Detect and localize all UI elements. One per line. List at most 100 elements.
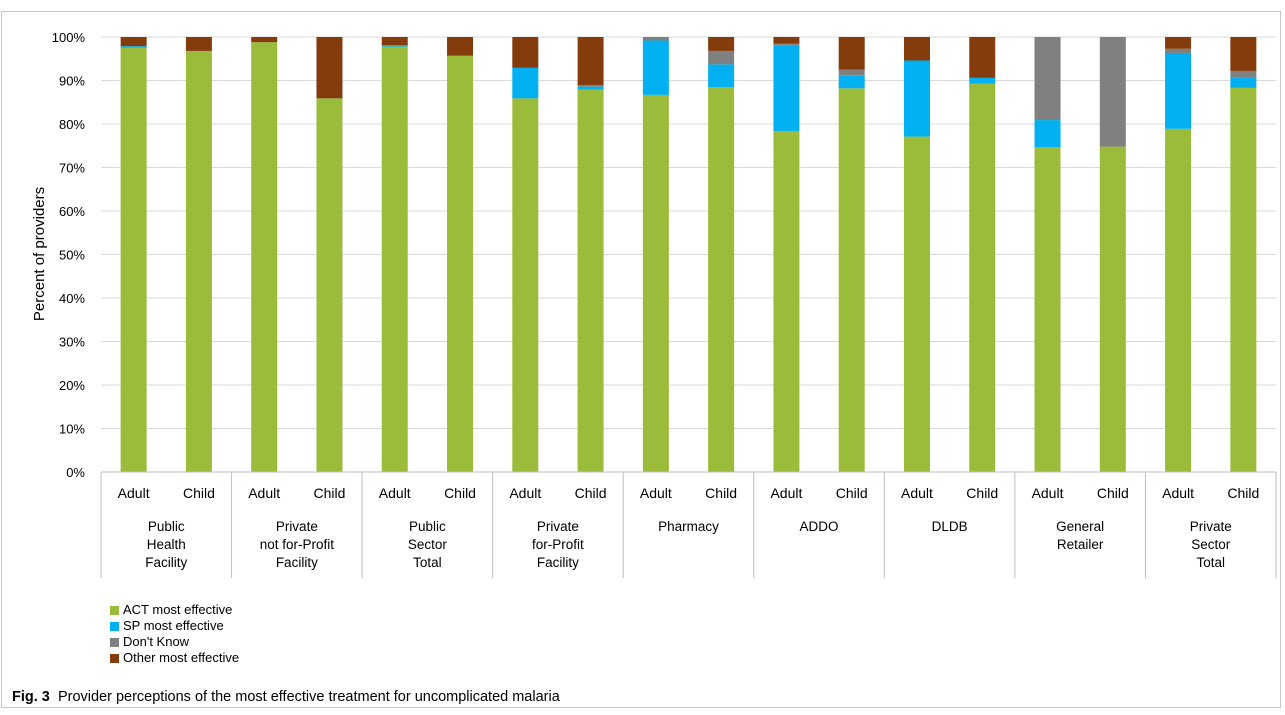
bar-segment-sp-most-effective: [1034, 120, 1061, 148]
bar-segment-don-t-know: [1099, 37, 1126, 147]
bar-segment-sp-most-effective: [512, 67, 539, 99]
y-tick-label: 20%: [59, 378, 85, 393]
group-label: Facility: [537, 555, 579, 570]
bar-segment-sp-most-effective: [1230, 77, 1257, 88]
x-tick-label: Child: [1097, 485, 1129, 501]
bar-segment-other-most-effective: [251, 37, 278, 43]
group-label: Public: [409, 519, 446, 534]
figure-caption: Fig. 3 Provider perceptions of the most …: [12, 689, 560, 705]
y-tick-label: 90%: [59, 74, 85, 89]
group-label: Total: [413, 555, 442, 570]
bar-segment-other-most-effective: [773, 37, 800, 44]
group-label: not for-Profit: [260, 537, 335, 552]
x-tick-label: Child: [444, 485, 476, 501]
bar-segment-act-most-effective: [577, 89, 604, 472]
legend: ACT most effective SP most effective Don't…: [110, 602, 239, 666]
bar-segment-sp-most-effective: [838, 75, 865, 89]
group-label: Private: [1190, 519, 1232, 534]
bar-segment-other-most-effective: [185, 37, 212, 51]
group-label: Pharmacy: [658, 519, 719, 534]
bar-segment-other-most-effective: [838, 37, 865, 70]
legend-item: SP most effective: [110, 618, 239, 634]
bar-segment-other-most-effective: [512, 37, 539, 68]
bar-segment-act-most-effective: [1034, 147, 1061, 472]
group-label: Public: [148, 519, 185, 534]
group-label: Facility: [145, 555, 187, 570]
group-label: Sector: [1191, 537, 1231, 552]
x-tick-label: Adult: [248, 485, 280, 501]
y-tick-label: 10%: [59, 422, 85, 437]
bar-segment-act-most-effective: [969, 83, 996, 473]
bar-segment-other-most-effective: [1165, 37, 1192, 49]
legend-item: Other most effective: [110, 650, 239, 666]
legend-item: Don't Know: [110, 634, 239, 650]
y-tick-label: 40%: [59, 291, 85, 306]
x-tick-label: Adult: [379, 485, 411, 501]
bar-segment-act-most-effective: [447, 55, 474, 473]
group-label: Retailer: [1057, 537, 1104, 552]
bar-segment-act-most-effective: [251, 42, 278, 472]
bar-segment-other-most-effective: [708, 37, 735, 51]
bar-segment-sp-most-effective: [120, 46, 147, 48]
figure-frame: [1, 11, 1281, 708]
group-label: Facility: [276, 555, 318, 570]
group-label: Health: [147, 537, 186, 552]
bar-segment-act-most-effective: [773, 130, 800, 472]
gridlines: [101, 36, 1276, 473]
bar-segment-act-most-effective: [316, 98, 343, 473]
x-tick-label: Child: [705, 485, 737, 501]
x-tick-label: Adult: [770, 485, 802, 501]
y-tick-label: 80%: [59, 117, 85, 132]
bar-segment-don-t-know: [838, 69, 865, 76]
legend-label: Other most effective: [123, 650, 240, 665]
bar-segment-act-most-effective: [838, 88, 865, 472]
bar-segment-sp-most-effective: [903, 60, 930, 137]
bar-segment-sp-most-effective: [969, 77, 996, 84]
x-tick-label: Adult: [1032, 485, 1064, 501]
x-tick-label: Adult: [509, 485, 541, 501]
bar-segment-other-most-effective: [381, 37, 408, 46]
bar-segment-act-most-effective: [512, 98, 539, 473]
group-label: Total: [1196, 555, 1225, 570]
y-tick-label: 50%: [59, 248, 85, 263]
caption-text: Provider perceptions of the most effecti…: [57, 689, 560, 705]
bar-segment-other-most-effective: [1230, 37, 1257, 71]
x-tick-label: Child: [183, 485, 215, 501]
legend-item: ACT most effective: [110, 602, 239, 618]
legend-swatch: [110, 621, 119, 631]
bar-segment-act-most-effective: [381, 46, 408, 472]
stacked-bar-chart: 0% 10% 20% 30% 40% 50% 60% 70% 80% 90% 100% Adult C…: [31, 30, 1277, 578]
x-tick-label: Adult: [1162, 485, 1194, 501]
bar-segment-sp-most-effective: [577, 86, 604, 90]
x-tick-label: Child: [836, 485, 868, 501]
y-tick-label: 0%: [66, 465, 85, 480]
x-tick-label: Child: [1227, 485, 1259, 501]
bar-segment-other-most-effective: [969, 37, 996, 78]
bar-segment-sp-most-effective: [642, 40, 669, 95]
group-label: ADDO: [800, 519, 839, 534]
bar-segment-act-most-effective: [1165, 128, 1192, 472]
group-label: Sector: [408, 537, 448, 552]
x-tick-label: Adult: [640, 485, 672, 501]
bar-segment-sp-most-effective: [773, 45, 800, 131]
y-tick-labels: 0% 10% 20% 30% 40% 50% 60% 70% 80% 90% 100%: [52, 30, 86, 480]
x-tick-label: Child: [966, 485, 998, 501]
bar-segment-other-most-effective: [447, 37, 474, 56]
legend-swatch: [110, 653, 119, 663]
y-tick-label: 30%: [59, 335, 85, 350]
bar-segment-act-most-effective: [642, 94, 669, 472]
bar-segment-don-t-know: [577, 85, 604, 87]
bar-segment-don-t-know: [708, 50, 735, 65]
legend-label: ACT most effective: [123, 602, 233, 617]
bar-segment-don-t-know: [1165, 48, 1192, 54]
bar-segment-don-t-know: [1230, 70, 1257, 78]
bar-segment-sp-most-effective: [708, 64, 735, 88]
bar-segment-sp-most-effective: [381, 45, 408, 47]
bar-segment-sp-most-effective: [1165, 53, 1192, 129]
x-tick-label: Adult: [118, 485, 150, 501]
y-tick-label: 60%: [59, 204, 85, 219]
legend-label: SP most effective: [123, 618, 224, 633]
y-axis-label: Percent of providers: [31, 187, 48, 321]
bar-segment-don-t-know: [773, 43, 800, 46]
group-label: General: [1056, 519, 1104, 534]
